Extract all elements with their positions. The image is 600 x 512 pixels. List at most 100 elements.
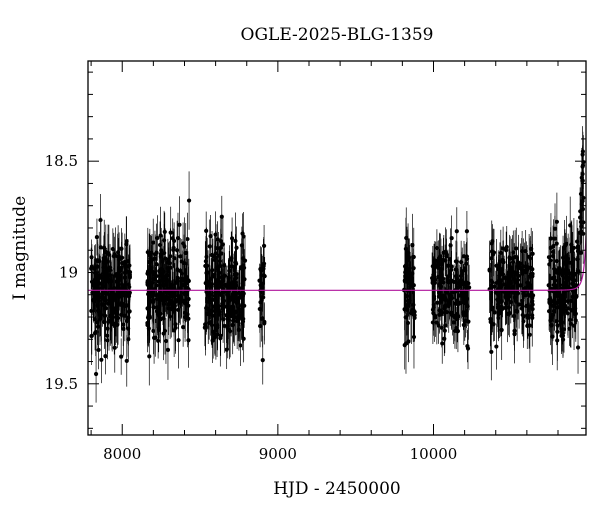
data-point	[434, 320, 439, 325]
data-point	[109, 320, 115, 325]
data-point	[520, 312, 525, 318]
data-point	[229, 236, 235, 241]
data-point	[259, 298, 264, 303]
data-point	[102, 319, 107, 325]
season-4	[257, 224, 267, 385]
data-point	[523, 270, 529, 275]
data-point	[580, 152, 585, 157]
data-point	[555, 291, 561, 296]
data-point	[172, 309, 177, 314]
data-point	[556, 298, 562, 304]
data-point	[442, 306, 447, 311]
data-point	[105, 273, 110, 278]
data-point	[548, 245, 553, 251]
data-point	[515, 277, 521, 283]
data-point	[451, 289, 456, 295]
y-tick-label: 19	[59, 263, 78, 281]
data-point	[99, 357, 104, 362]
data-point	[161, 274, 166, 279]
data-point	[185, 236, 190, 242]
data-point	[170, 236, 175, 241]
data-point	[208, 233, 213, 239]
data-point	[230, 322, 235, 328]
data-point	[455, 329, 461, 334]
data-point	[241, 303, 246, 308]
data-point	[578, 250, 583, 255]
data-point	[219, 214, 224, 219]
data-point	[230, 264, 235, 269]
data-point	[402, 343, 407, 348]
data-point	[437, 308, 442, 313]
data-point	[226, 293, 231, 298]
data-point	[496, 266, 501, 272]
data-point	[550, 249, 556, 255]
data-point	[162, 328, 168, 333]
data-point	[121, 322, 126, 327]
y-tick-label: 18.5	[45, 152, 78, 170]
data-point	[408, 275, 414, 280]
data-point	[562, 244, 568, 249]
x-tick-label: 8000	[103, 445, 141, 463]
data-point	[127, 275, 132, 280]
data-point	[162, 229, 167, 234]
data-point	[449, 310, 454, 315]
data-point	[168, 230, 173, 235]
data-point	[153, 251, 158, 257]
data-point	[562, 304, 567, 309]
data-point	[93, 329, 98, 335]
data-point	[178, 254, 183, 259]
data-point	[213, 232, 218, 237]
data-point	[207, 295, 212, 300]
data-point	[547, 262, 552, 267]
data-point	[493, 290, 498, 295]
plot-area	[88, 126, 586, 403]
data-point	[455, 312, 460, 317]
data-point	[430, 276, 435, 281]
season-8	[546, 126, 586, 374]
data-point	[437, 261, 442, 267]
data-point	[163, 338, 169, 344]
data-point	[575, 345, 581, 350]
data-point	[529, 246, 534, 251]
data-point	[548, 301, 553, 306]
data-point	[148, 294, 153, 299]
data-point	[441, 280, 446, 285]
data-point	[565, 256, 570, 261]
data-point	[114, 279, 120, 284]
data-point	[218, 239, 223, 244]
data-point	[220, 297, 225, 302]
data-point	[124, 358, 129, 364]
data-point	[158, 297, 163, 303]
data-point	[462, 300, 468, 306]
data-point	[258, 323, 263, 329]
data-point	[402, 287, 407, 292]
data-point	[180, 278, 185, 283]
data-point	[241, 336, 246, 341]
data-point	[228, 329, 233, 334]
data-point	[552, 226, 558, 231]
data-point	[165, 347, 171, 352]
data-point	[490, 252, 496, 257]
data-point	[547, 288, 552, 294]
data-point	[579, 202, 584, 207]
data-point	[494, 344, 499, 349]
data-point	[260, 358, 265, 363]
data-point	[550, 312, 556, 317]
data-point	[114, 272, 119, 277]
data-point	[215, 237, 220, 242]
data-point	[147, 354, 152, 359]
data-point	[99, 312, 104, 318]
data-point	[95, 264, 100, 269]
data-point	[160, 259, 165, 264]
axes: 8000 9000 10000 18.5 19 19.5	[45, 61, 586, 463]
data-point	[489, 349, 494, 355]
data-point	[515, 283, 520, 288]
x-tick-label: 9000	[259, 445, 297, 463]
data-point	[171, 245, 176, 250]
data-point	[554, 268, 560, 273]
data-point	[231, 298, 236, 304]
data-point	[221, 289, 227, 295]
data-point	[158, 233, 163, 238]
data-point	[220, 242, 226, 247]
